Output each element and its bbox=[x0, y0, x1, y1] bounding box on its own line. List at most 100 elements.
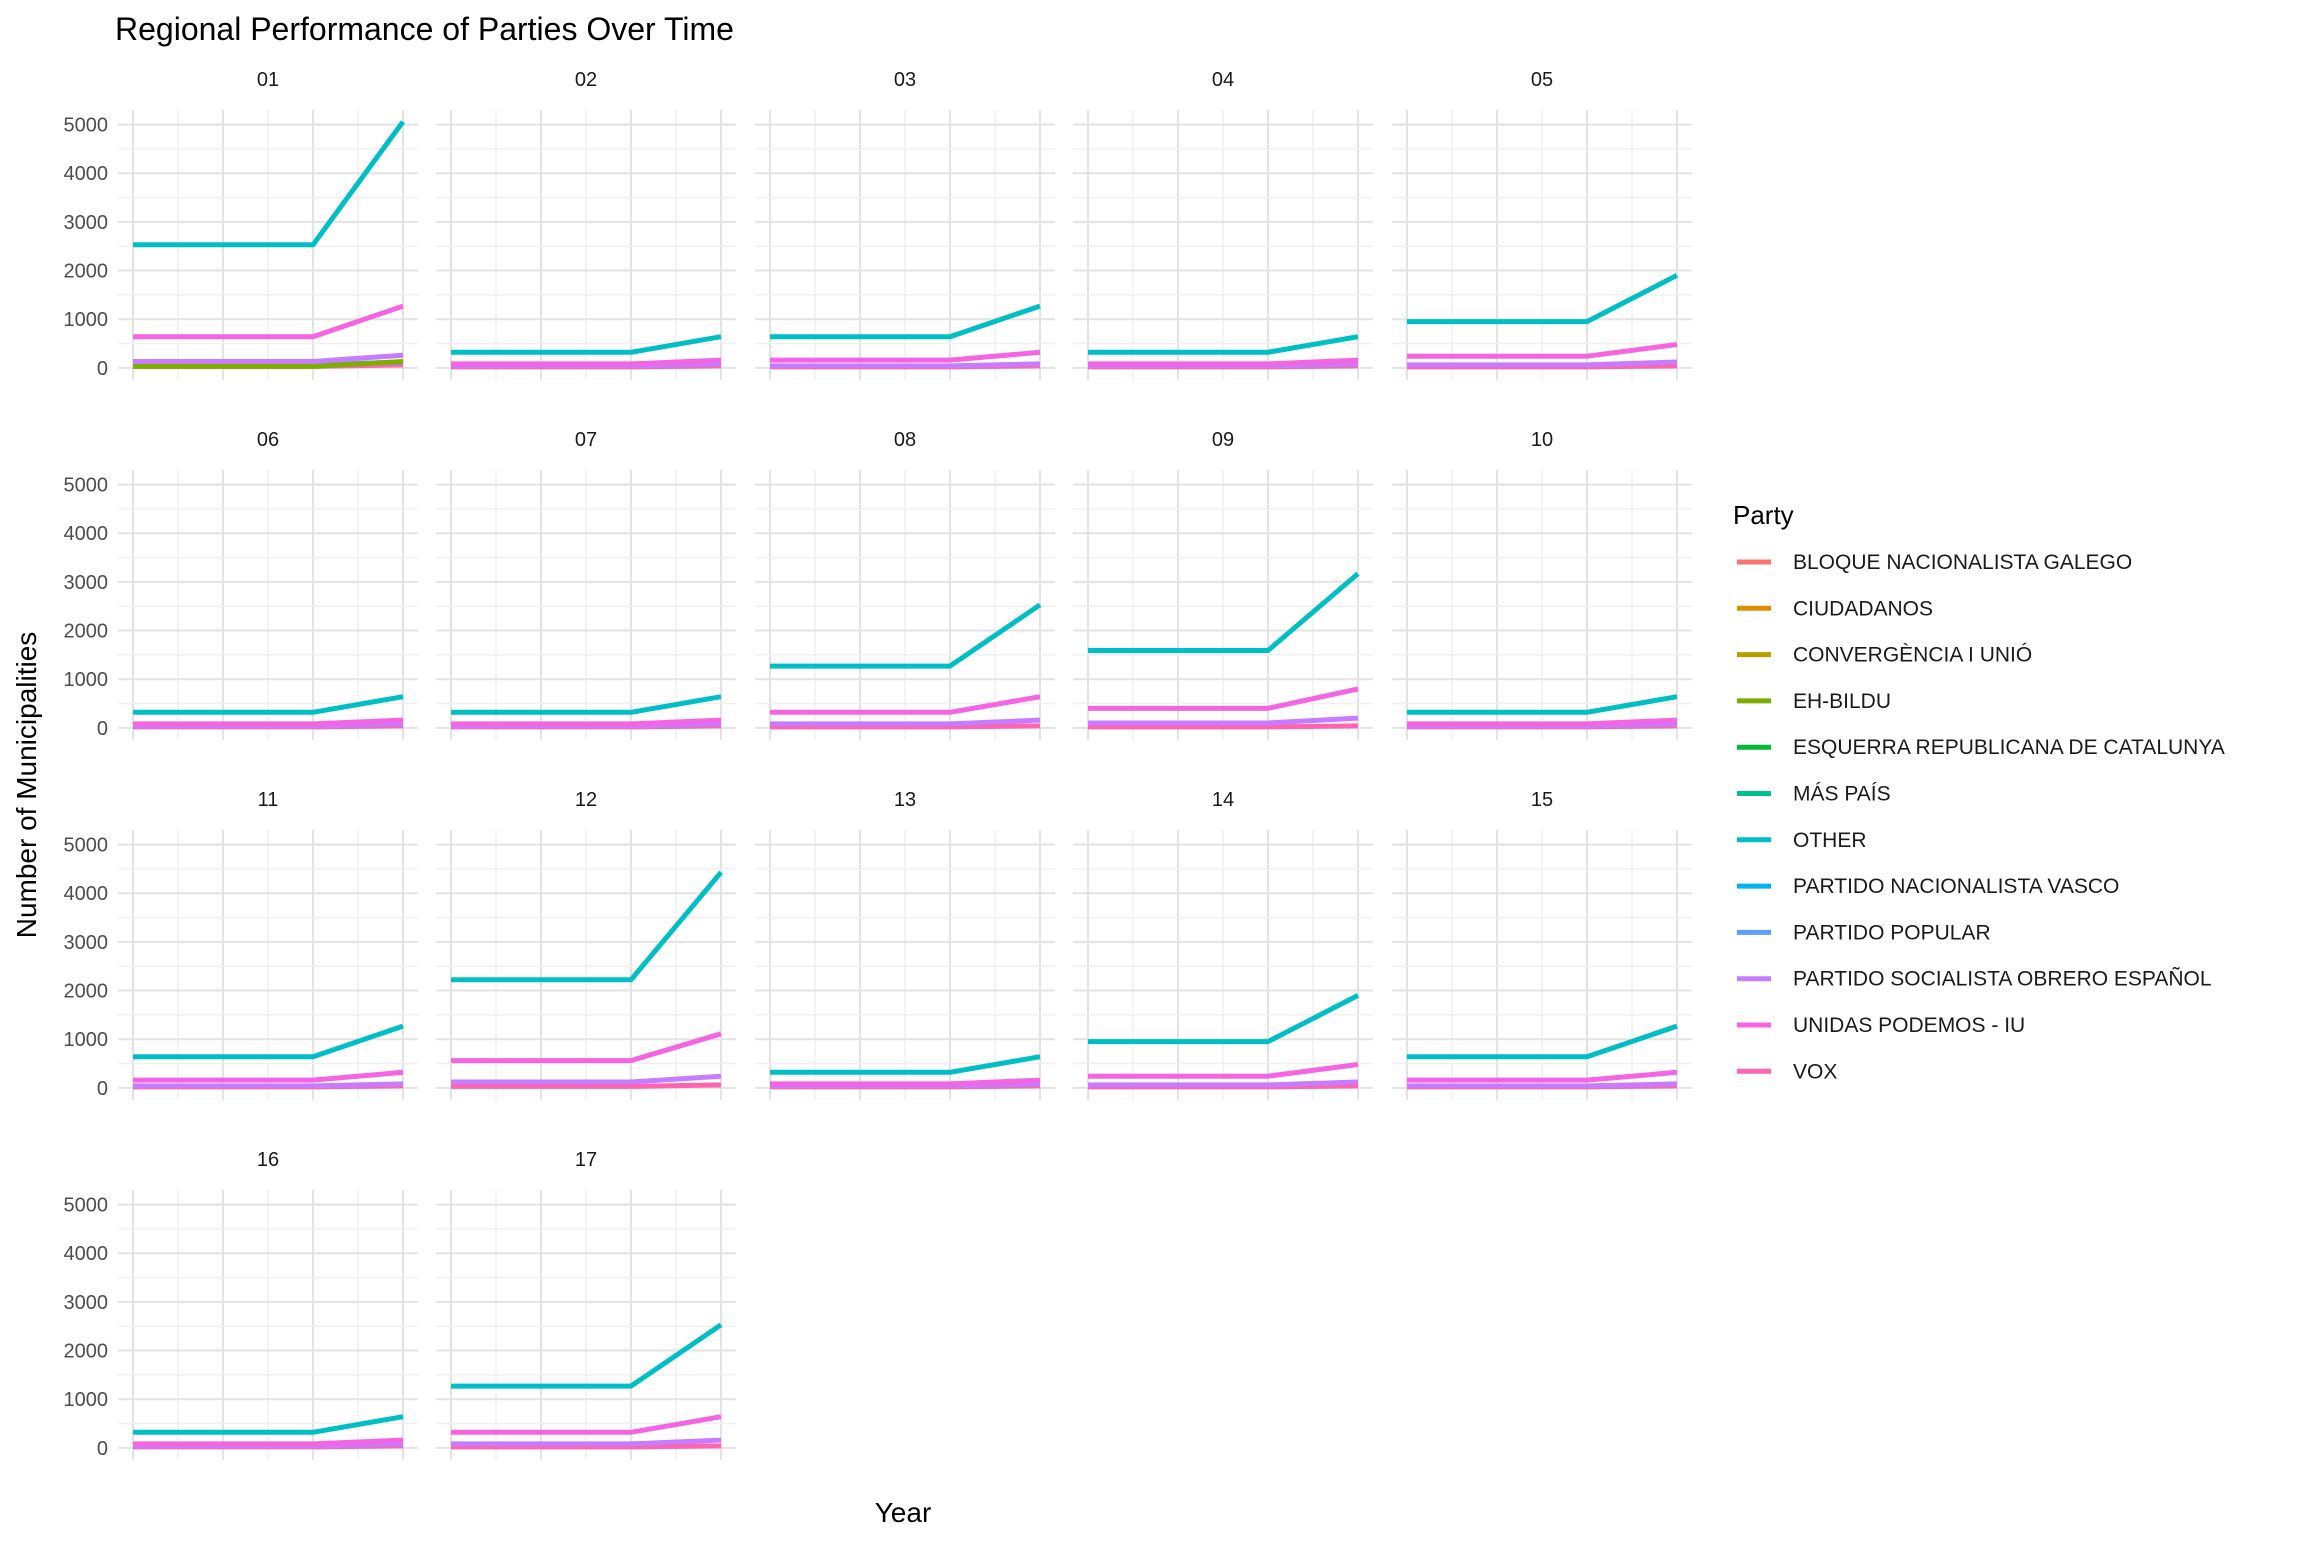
series-line-unidas-podemos-iu bbox=[1088, 686, 1359, 711]
facet-label: 15 bbox=[1531, 789, 1553, 811]
facet-panel-01: 01 0 1000 2000 3000 4000 5000 bbox=[64, 69, 418, 380]
facet-label: 09 bbox=[1212, 429, 1234, 451]
y-axis-label: Number of Municipalities bbox=[11, 632, 42, 939]
y-tick-label: 1000 bbox=[64, 309, 109, 331]
series-line-unidas-podemos-iu bbox=[1407, 717, 1678, 727]
facet-panel-06: 06 0 1000 2000 3000 4000 5000 bbox=[64, 429, 418, 740]
legend-item: BLOQUE NACIONALISTA GALEGO bbox=[1737, 551, 2132, 574]
legend-label: CONVERGÈNCIA I UNIÓ bbox=[1793, 644, 2032, 667]
series-line-partido-socialista-obrero-espa-ol bbox=[1088, 1079, 1359, 1088]
y-tick-label: 5000 bbox=[64, 115, 109, 137]
legend-item: UNIDAS PODEMOS - IU bbox=[1737, 1014, 2025, 1037]
legend-item: EH-BILDU bbox=[1737, 690, 1891, 713]
legend-label: ESQUERRA REPUBLICANA DE CATALUNYA bbox=[1793, 736, 2225, 759]
y-tick-label: 4000 bbox=[64, 1243, 109, 1265]
facet-panel-12: 12 bbox=[436, 789, 736, 1100]
facet-label: 07 bbox=[575, 429, 597, 451]
series-line-unidas-podemos-iu bbox=[133, 303, 404, 340]
y-tick-label: 1000 bbox=[64, 1029, 109, 1051]
legend-label: PARTIDO POPULAR bbox=[1793, 921, 1991, 944]
series-line-other bbox=[133, 120, 406, 248]
facet-label: 03 bbox=[894, 69, 916, 91]
series-line-partido-socialista-obrero-espa-ol bbox=[1407, 1081, 1678, 1089]
legend-label: CIUDADANOS bbox=[1793, 597, 1933, 620]
legend-label: VOX bbox=[1793, 1060, 1837, 1083]
facet-panel-10: 10 bbox=[1392, 429, 1692, 740]
y-tick-label: 4000 bbox=[64, 883, 109, 905]
series-line-partido-socialista-obrero-espa-ol bbox=[1088, 715, 1359, 726]
y-tick-label: 0 bbox=[97, 1078, 108, 1100]
facet-label: 17 bbox=[575, 1149, 597, 1171]
series-line-vox bbox=[451, 1443, 722, 1450]
series-line-unidas-podemos-iu bbox=[133, 1437, 404, 1447]
y-tick-label: 2000 bbox=[64, 261, 109, 283]
legend-item: PARTIDO SOCIALISTA OBRERO ESPAÑOL bbox=[1737, 967, 2212, 991]
facet-label: 08 bbox=[894, 429, 916, 451]
series-line-unidas-podemos-iu bbox=[1088, 1062, 1359, 1079]
facet-panel-07: 07 bbox=[436, 429, 736, 740]
facet-label: 14 bbox=[1212, 789, 1234, 811]
legend-item: ESQUERRA REPUBLICANA DE CATALUNYA bbox=[1737, 736, 2225, 759]
facet-panel-05: 05 bbox=[1392, 69, 1692, 380]
series-line-unidas-podemos-iu bbox=[1088, 357, 1359, 367]
series-line-eh-bildu bbox=[133, 359, 404, 369]
facet-label: 02 bbox=[575, 69, 597, 91]
legend-item: CONVERGÈNCIA I UNIÓ bbox=[1737, 644, 2032, 667]
legend-label: OTHER bbox=[1793, 829, 1867, 852]
series-line-unidas-podemos-iu bbox=[451, 1414, 722, 1435]
facet-label: 06 bbox=[257, 429, 279, 451]
facet-panel-17: 17 bbox=[436, 1149, 736, 1460]
series-line-other bbox=[451, 334, 722, 355]
facet-label: 10 bbox=[1531, 429, 1553, 451]
facet-panel-02: 02 bbox=[436, 69, 736, 380]
legend-label: EH-BILDU bbox=[1793, 690, 1891, 713]
facet-panel-13: 13 bbox=[755, 789, 1055, 1100]
series-line-other bbox=[1407, 1023, 1678, 1060]
y-tick-label: 3000 bbox=[64, 572, 109, 594]
series-line-other bbox=[451, 694, 722, 715]
y-tick-label: 3000 bbox=[64, 212, 109, 234]
y-tick-label: 4000 bbox=[64, 523, 109, 545]
y-tick-label: 5000 bbox=[64, 835, 109, 857]
series-line-partido-socialista-obrero-espa-ol bbox=[451, 1073, 722, 1085]
series-line-partido-socialista-obrero-espa-ol bbox=[451, 1437, 722, 1447]
legend-label: PARTIDO NACIONALISTA VASCO bbox=[1793, 875, 2119, 898]
series-line-unidas-podemos-iu bbox=[770, 1077, 1041, 1087]
y-tick-label: 2000 bbox=[64, 1341, 109, 1363]
chart-title: Regional Performance of Parties Over Tim… bbox=[115, 11, 734, 47]
y-tick-label: 1000 bbox=[64, 669, 109, 691]
y-tick-label: 3000 bbox=[64, 1292, 109, 1314]
x-axis-label: Year bbox=[875, 1497, 932, 1528]
facet-label: 16 bbox=[257, 1149, 279, 1171]
series-line-unidas-podemos-iu bbox=[133, 1069, 404, 1083]
y-tick-label: 5000 bbox=[64, 475, 109, 497]
series-line-other bbox=[451, 870, 723, 983]
facet-label: 13 bbox=[894, 789, 916, 811]
series-line-unidas-podemos-iu bbox=[770, 694, 1041, 715]
y-tick-label: 3000 bbox=[64, 932, 109, 954]
series-line-other bbox=[770, 303, 1041, 340]
y-tick-label: 0 bbox=[97, 358, 108, 380]
y-tick-label: 0 bbox=[97, 1438, 108, 1460]
facet-label: 01 bbox=[257, 69, 279, 91]
series-line-other bbox=[1088, 334, 1359, 355]
series-line-vox bbox=[770, 723, 1041, 730]
facet-label: 11 bbox=[258, 789, 279, 811]
y-tick-label: 1000 bbox=[64, 1389, 109, 1411]
series-line-unidas-podemos-iu bbox=[451, 717, 722, 727]
y-tick-label: 2000 bbox=[64, 621, 109, 643]
facet-panel-04: 04 bbox=[1073, 69, 1373, 380]
legend-label: MÁS PAÍS bbox=[1793, 783, 1891, 806]
series-line-partido-socialista-obrero-espa-ol bbox=[770, 717, 1041, 727]
legend-label: BLOQUE NACIONALISTA GALEGO bbox=[1793, 551, 2132, 574]
series-line-other bbox=[451, 1322, 723, 1389]
legend-item: VOX bbox=[1737, 1060, 1837, 1083]
facet-label: 05 bbox=[1531, 69, 1553, 91]
y-tick-label: 4000 bbox=[64, 163, 109, 185]
facet-panel-15: 15 bbox=[1392, 789, 1692, 1100]
series-line-other bbox=[1088, 993, 1360, 1045]
legend-title: Party bbox=[1733, 500, 1794, 530]
